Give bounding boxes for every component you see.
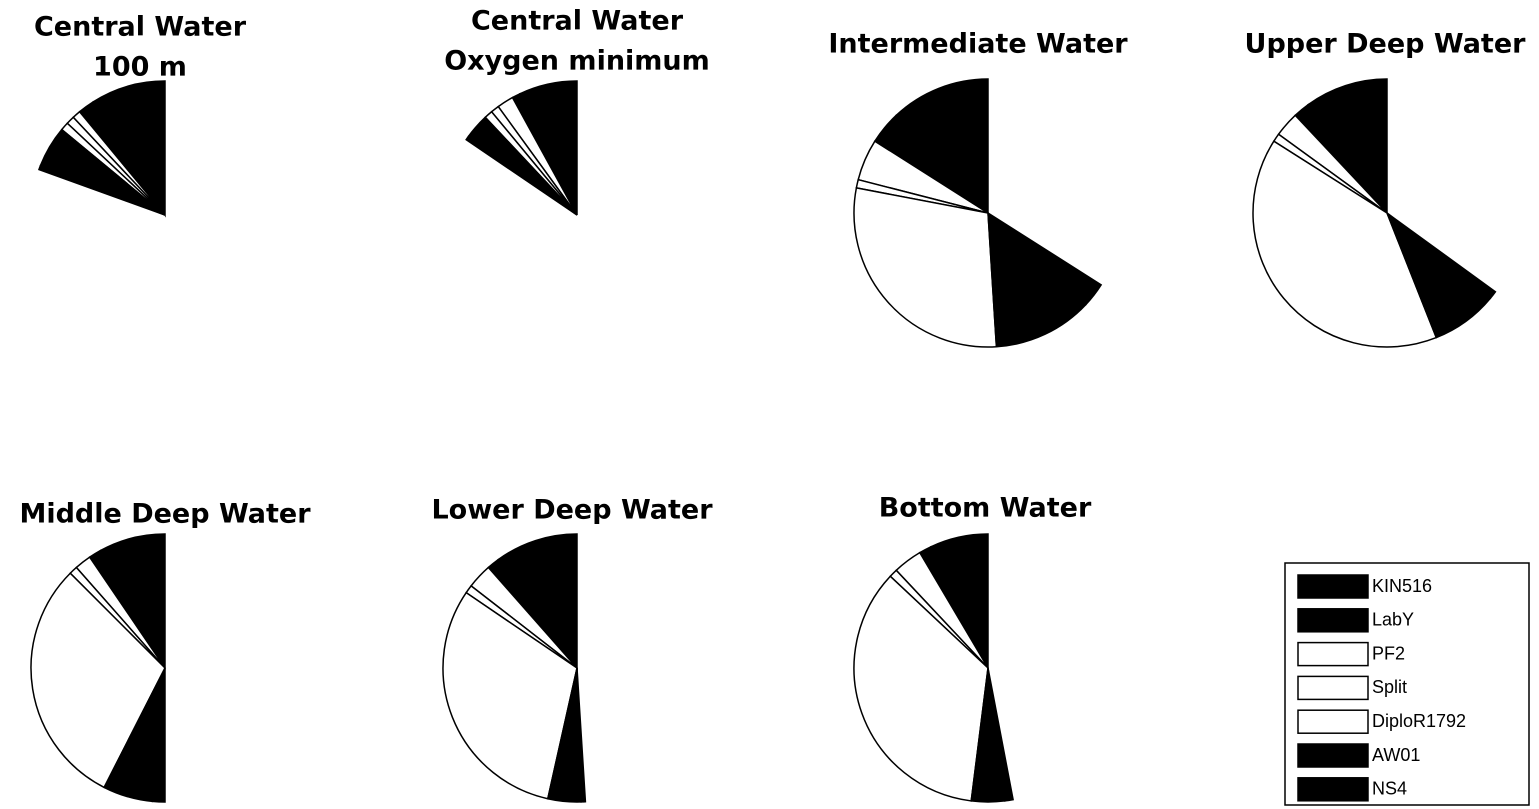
chart-title: Middle Deep Water — [19, 499, 311, 530]
pie-slice — [151, 667, 166, 803]
legend-label: KIN516 — [1372, 576, 1432, 596]
pie-slice — [987, 212, 1103, 306]
legend-label: PF2 — [1372, 643, 1405, 663]
chart-title: 100 m — [93, 52, 187, 83]
pie-slice — [37, 164, 166, 216]
pie-slice — [1252, 140, 1438, 348]
legend-swatch — [1297, 574, 1369, 599]
legend-swatch — [1297, 743, 1369, 768]
pie-slice — [987, 211, 1087, 348]
pie-slice — [465, 135, 578, 216]
pie-slice — [987, 667, 1014, 802]
chart-title: Lower Deep Water — [431, 495, 713, 526]
legend-swatch — [1297, 608, 1369, 633]
legend-label: DiploR1792 — [1372, 711, 1466, 731]
legend-label: LabY — [1372, 610, 1414, 630]
chart-title: Oxygen minimum — [444, 46, 710, 77]
legend-label: Split — [1372, 677, 1407, 697]
chart-title: Central Water — [471, 6, 684, 37]
pie-slice — [576, 667, 587, 803]
legend-swatch — [1297, 641, 1369, 667]
chart-title: Central Water — [34, 12, 247, 43]
legend-swatch — [1297, 709, 1369, 734]
pie-slice — [853, 575, 989, 802]
pie-slice — [1307, 78, 1388, 216]
pie-slice — [30, 572, 166, 789]
chart-title: Intermediate Water — [828, 29, 1128, 60]
legend-swatch — [1297, 777, 1369, 802]
pie-slice — [895, 78, 989, 215]
legend-label: NS4 — [1372, 779, 1407, 799]
legend-label: AW01 — [1372, 745, 1420, 765]
legend-swatch — [1297, 675, 1369, 701]
chart-title: Upper Deep Water — [1245, 29, 1527, 60]
pie-slice — [853, 187, 998, 348]
pie-slice — [1386, 212, 1497, 300]
pie-slice — [442, 591, 578, 800]
pie-slice — [497, 533, 578, 671]
chart-title: Bottom Water — [879, 493, 1092, 524]
